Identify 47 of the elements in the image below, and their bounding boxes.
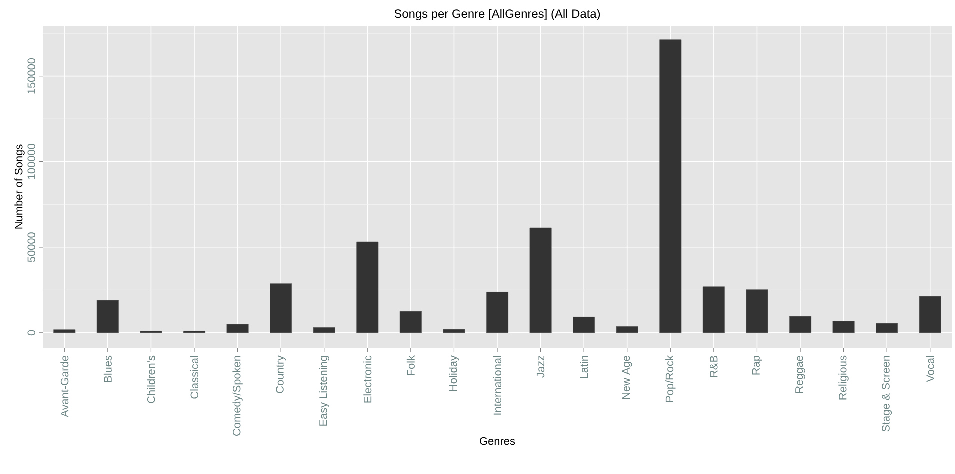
bar bbox=[616, 326, 638, 334]
x-tick-label: New Age bbox=[622, 356, 632, 400]
bar bbox=[400, 311, 422, 334]
x-tick-label: Avant-Garde bbox=[60, 356, 69, 418]
bar bbox=[54, 330, 76, 334]
chart-title: Songs per Genre [AllGenres] (All Data) bbox=[394, 9, 600, 20]
x-tick-label: Jazz bbox=[536, 356, 545, 378]
bar bbox=[530, 228, 552, 334]
x-tick-label: Easy Listening bbox=[319, 356, 330, 426]
bar bbox=[356, 242, 379, 334]
x-tick-label: R&B bbox=[710, 356, 718, 378]
x-tick-label: Classical bbox=[190, 356, 199, 399]
bar bbox=[702, 286, 725, 334]
bar bbox=[96, 300, 119, 334]
bar bbox=[226, 324, 249, 334]
x-tick-label: Comedy/Spoken bbox=[232, 356, 243, 436]
bar bbox=[660, 40, 682, 334]
x-tick-label: Blues bbox=[104, 356, 112, 382]
bar bbox=[486, 292, 509, 334]
x-tick-label: Country bbox=[276, 356, 286, 394]
x-tick-label: Stage & Screen bbox=[882, 356, 892, 432]
y-tick-label: 150000 bbox=[28, 58, 36, 94]
x-tick-label: Electronic bbox=[364, 356, 372, 403]
x-tick-label: Reggae bbox=[796, 356, 806, 393]
bar bbox=[313, 327, 336, 334]
bar bbox=[919, 296, 942, 334]
y-tick-label: 0 bbox=[28, 330, 36, 336]
x-tick-label: Children's bbox=[147, 356, 156, 404]
bar bbox=[876, 323, 898, 334]
x-tick-label: Holiday bbox=[449, 356, 460, 392]
bar bbox=[832, 321, 855, 334]
x-tick-label: Vocal bbox=[926, 356, 934, 382]
x-tick-label: Religious bbox=[838, 356, 849, 400]
y-tick-label: 50000 bbox=[28, 232, 36, 262]
bar bbox=[746, 290, 768, 334]
bar bbox=[573, 317, 596, 334]
x-tick-label: Latin bbox=[580, 356, 588, 378]
x-tick-label: Folk bbox=[406, 356, 415, 376]
bar bbox=[443, 329, 466, 334]
y-axis-title: Number of Songs bbox=[14, 144, 25, 229]
x-axis-title: Genres bbox=[480, 437, 516, 446]
x-tick-label: Rap bbox=[752, 356, 762, 375]
x-tick-label: International bbox=[493, 356, 502, 415]
y-tick-label: 100000 bbox=[28, 144, 36, 180]
bar bbox=[789, 316, 812, 334]
bar bbox=[270, 284, 292, 334]
x-tick-label: Pop/Rock bbox=[666, 356, 676, 402]
